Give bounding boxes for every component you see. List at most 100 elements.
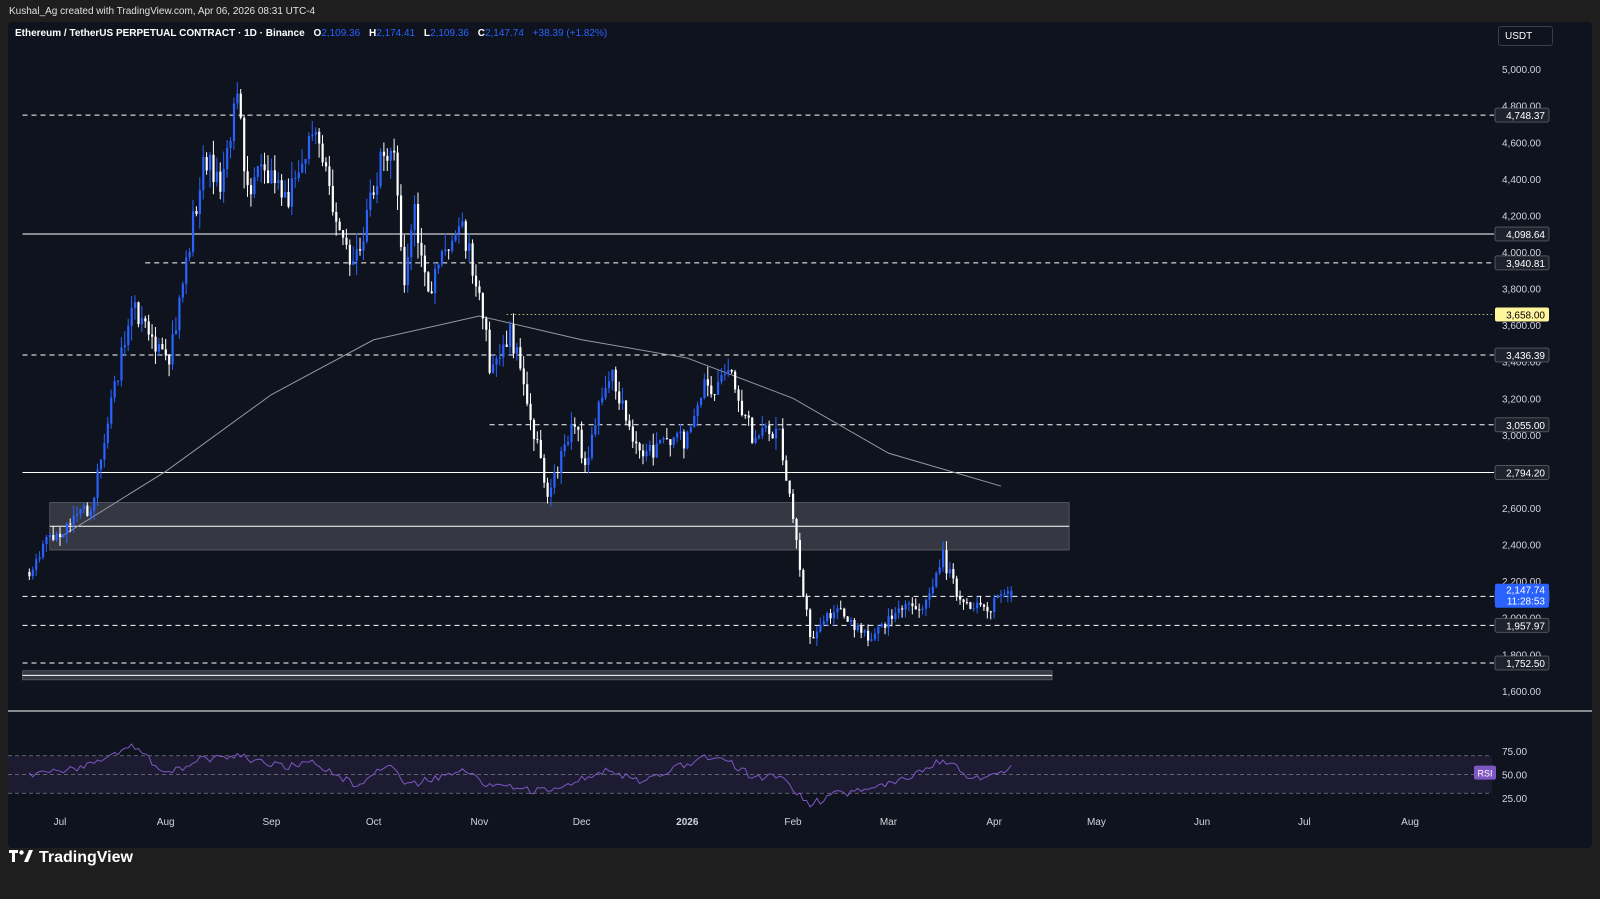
rsi-tick-1: 50.00 xyxy=(1502,771,1527,782)
candle-body-39 xyxy=(161,344,164,350)
level-box-3 xyxy=(1495,307,1549,322)
level-box-1 xyxy=(1494,226,1550,242)
candle-body-247 xyxy=(870,639,873,641)
candle-body-285 xyxy=(999,594,1003,596)
x-tick-4: Nov xyxy=(470,817,488,828)
level-box-6 xyxy=(1494,464,1550,480)
x-tick-13: Aug xyxy=(1401,817,1419,828)
candle-body-143 xyxy=(515,347,519,354)
candles-group xyxy=(28,82,1013,647)
candle-body-67 xyxy=(256,166,259,177)
candle-body-81 xyxy=(304,158,307,164)
candle-body-133 xyxy=(481,292,484,319)
candle-body-249 xyxy=(877,626,880,634)
candle-body-151 xyxy=(543,457,546,483)
candle-body-83 xyxy=(311,134,314,137)
candle-body-34 xyxy=(144,318,147,322)
candle-body-223 xyxy=(788,480,791,494)
y-tick-0: 5,000.00 xyxy=(1502,65,1541,76)
candle-body-185 xyxy=(659,439,662,444)
candle-body-60 xyxy=(232,103,236,141)
chart-panel[interactable]: RSI 5,000.00 4,800.00 4,600.00 4,400.00 4,200… xyxy=(8,22,1592,848)
candle-body-86 xyxy=(321,143,324,163)
candle-body-61 xyxy=(236,93,239,104)
candle-body-236 xyxy=(832,612,836,619)
candle-body-173 xyxy=(618,391,621,404)
candle-body-130 xyxy=(471,243,474,276)
candle-body-266 xyxy=(935,573,938,587)
candle-body-210 xyxy=(744,415,747,417)
candle-body-196 xyxy=(696,405,699,417)
candle-body-243 xyxy=(856,625,859,630)
candle-body-48 xyxy=(191,211,195,252)
candle-body-8 xyxy=(55,533,58,540)
candle-body-220 xyxy=(778,428,781,430)
y-tick-13: 2,400.00 xyxy=(1502,541,1541,552)
candle-body-213 xyxy=(754,437,757,443)
candle-body-53 xyxy=(209,154,212,171)
candle-body-192 xyxy=(682,431,686,449)
candle-body-142 xyxy=(512,324,515,354)
y-tick-6: 3,800.00 xyxy=(1502,285,1541,296)
candle-body-28 xyxy=(123,345,126,348)
symbol-title[interactable]: Ethereum / TetherUS PERPETUAL CONTRACT ·… xyxy=(15,28,305,39)
candle-body-276 xyxy=(969,602,972,609)
candle-body-189 xyxy=(672,437,675,445)
candle-body-52 xyxy=(205,156,208,171)
candle-body-278 xyxy=(976,602,979,609)
candle-body-20 xyxy=(96,469,99,498)
candle-body-166 xyxy=(594,425,597,435)
candle-body-12 xyxy=(69,523,72,525)
candle-body-38 xyxy=(157,344,161,352)
tradingview-brand[interactable]: TradingView xyxy=(9,849,133,867)
level-label-8: 1,957.97 xyxy=(1506,621,1545,632)
candle-body-107 xyxy=(393,150,396,153)
candle-body-45 xyxy=(181,283,184,298)
close-value: 2,147.74 xyxy=(484,28,524,39)
rsi-badge-label: RSI xyxy=(1477,769,1492,779)
candle-body-56 xyxy=(219,171,222,192)
candle-body-182 xyxy=(648,444,652,452)
price-chart[interactable]: RSI 5,000.00 4,800.00 4,600.00 4,400.00 4,200… xyxy=(8,22,1592,848)
y-tick-7: 3,600.00 xyxy=(1502,321,1541,332)
candle-body-65 xyxy=(249,185,253,195)
candle-body-280 xyxy=(982,604,986,607)
candle-body-118 xyxy=(430,291,433,294)
candle-body-112 xyxy=(410,230,413,258)
candle-body-250 xyxy=(880,624,883,627)
x-tick-2: Sep xyxy=(262,817,280,828)
candle-body-234 xyxy=(826,613,829,622)
close-label: C xyxy=(477,28,485,39)
candle-body-63 xyxy=(243,117,246,172)
candle-body-88 xyxy=(328,166,331,187)
level-box-4 xyxy=(1494,347,1550,363)
candle-body-180 xyxy=(641,450,645,457)
candle-body-22 xyxy=(103,443,106,460)
candle-body-246 xyxy=(867,630,870,641)
top-bar: Kushal_Ag created with TradingView.com, … xyxy=(0,0,1600,22)
candle-body-138 xyxy=(498,357,501,359)
candle-body-228 xyxy=(805,597,808,610)
candle-body-221 xyxy=(781,428,784,461)
level-label-3: 3,658.00 xyxy=(1506,311,1545,322)
candle-body-32 xyxy=(137,302,140,325)
y-tick-14: 2,200.00 xyxy=(1502,577,1541,588)
candle-body-211 xyxy=(747,415,750,418)
currency-button[interactable]: USDT xyxy=(1498,26,1553,46)
candle-body-262 xyxy=(921,608,924,610)
candle-body-91 xyxy=(338,221,341,231)
candle-body-7 xyxy=(52,535,55,540)
candle-body-269 xyxy=(945,550,948,574)
candle-body-160 xyxy=(573,424,577,427)
candle-body-33 xyxy=(140,318,144,325)
high-value: 2,174.41 xyxy=(376,28,416,39)
candle-body-202 xyxy=(716,381,720,395)
y-tick-9: 3,200.00 xyxy=(1502,394,1541,405)
candle-body-277 xyxy=(972,608,975,610)
candle-body-113 xyxy=(413,203,416,231)
candle-body-241 xyxy=(849,620,853,622)
candle-body-184 xyxy=(655,443,658,458)
candle-body-62 xyxy=(239,93,242,118)
candle-body-271 xyxy=(952,569,955,579)
candle-body-232 xyxy=(819,624,822,632)
